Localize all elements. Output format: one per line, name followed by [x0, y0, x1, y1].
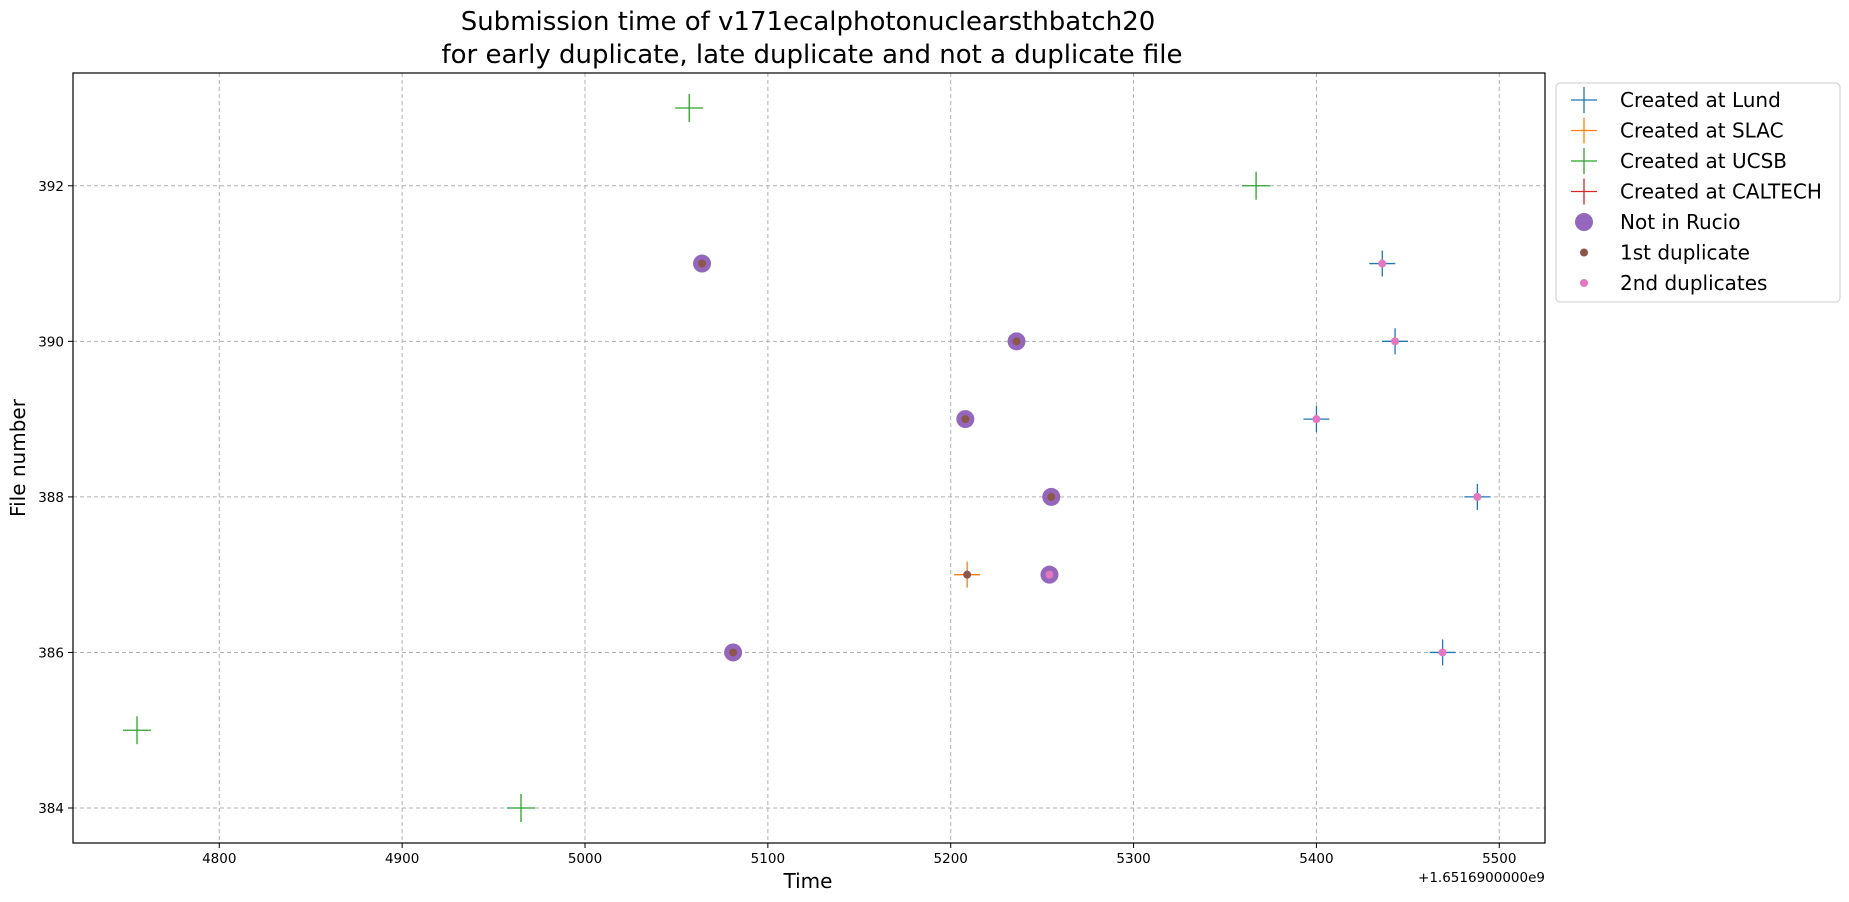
legend-label: Created at SLAC — [1620, 119, 1784, 143]
point-2nd-duplicates — [1438, 648, 1447, 657]
legend-marker-created-at-lund — [1571, 87, 1597, 113]
legend-entry: Created at CALTECH — [1571, 178, 1822, 205]
point-2nd-duplicates — [1312, 415, 1321, 424]
plot-area-frame — [72, 72, 1546, 844]
data-points — [123, 94, 1491, 822]
x-tick-label: 5100 — [751, 851, 785, 867]
x-axis-label: Time — [783, 869, 833, 893]
chart-title-line-2: for early duplicate, late duplicate and … — [441, 40, 1182, 70]
legend-marker-created-at-caltech — [1571, 178, 1597, 205]
y-axis-ticks: 384 386 388 390 392 — [38, 179, 73, 817]
y-tick-label: 392 — [38, 179, 64, 195]
x-tick-label: 5400 — [1299, 851, 1333, 867]
y-axis-label: File number — [6, 398, 30, 517]
x-tick-label: 5000 — [568, 851, 602, 867]
legend-label: 1st duplicate — [1620, 241, 1750, 265]
chart-title-line-1: Submission time of v171ecalphotonuclears… — [461, 7, 1156, 37]
x-tick-label: 4800 — [202, 851, 236, 867]
grid-lines — [73, 73, 1545, 843]
point-created-at-ucsb — [1242, 171, 1271, 200]
legend-entry: Created at UCSB — [1571, 148, 1787, 174]
legend-label: Not in Rucio — [1620, 210, 1740, 234]
legend-label: 2nd duplicates — [1620, 271, 1767, 295]
legend-entry: 2nd duplicates — [1580, 271, 1767, 295]
y-tick-label: 388 — [38, 490, 64, 506]
x-tick-label: 5500 — [1482, 851, 1516, 867]
point-1st-duplicate — [698, 259, 707, 268]
y-tick-label: 390 — [38, 334, 64, 350]
legend-marker-2nd-duplicates — [1580, 279, 1588, 287]
point-2nd-duplicates — [1045, 570, 1054, 579]
point-2nd-duplicates — [1473, 492, 1482, 501]
x-tick-label: 5300 — [1116, 851, 1150, 867]
point-1st-duplicate — [1047, 492, 1056, 501]
point-2nd-duplicates — [1391, 337, 1400, 346]
point-created-at-ucsb — [123, 716, 151, 745]
x-axis-ticks: 4800 4900 5000 5100 5200 5300 5400 5500 — [202, 843, 1516, 867]
y-tick-label: 386 — [38, 645, 64, 661]
point-1st-duplicate — [961, 415, 970, 424]
point-1st-duplicate — [729, 648, 738, 657]
point-1st-duplicate — [1012, 337, 1021, 346]
legend-items: Created at Lund Created at SLAC Created at… — [1571, 87, 1822, 295]
legend-label: Created at Lund — [1620, 88, 1781, 112]
legend: Created at Lund Created at SLAC Created at… — [1555, 82, 1841, 303]
legend-entry: 1st duplicate — [1580, 241, 1750, 265]
legend-marker-1st-duplicate — [1580, 248, 1588, 257]
legend-entry: Created at SLAC — [1571, 117, 1784, 144]
x-axis-offset-label: +1.6516900000e9 — [1418, 870, 1545, 886]
legend-label: Created at CALTECH — [1620, 180, 1822, 204]
point-created-at-ucsb — [507, 794, 535, 822]
legend-entry: Created at Lund — [1571, 87, 1781, 113]
point-2nd-duplicates — [1378, 259, 1387, 268]
legend-label: Created at UCSB — [1620, 149, 1787, 173]
legend-frame — [1555, 82, 1841, 303]
legend-marker-created-at-slac — [1571, 117, 1597, 144]
point-created-at-ucsb — [675, 94, 704, 122]
legend-entry: Not in Rucio — [1575, 210, 1740, 234]
x-tick-label: 5200 — [934, 851, 968, 867]
legend-marker-not-in-rucio — [1575, 213, 1593, 231]
legend-marker-created-at-ucsb — [1571, 148, 1597, 174]
point-1st-duplicate — [963, 570, 972, 579]
y-tick-label: 384 — [38, 801, 64, 817]
x-tick-label: 4900 — [385, 851, 419, 867]
